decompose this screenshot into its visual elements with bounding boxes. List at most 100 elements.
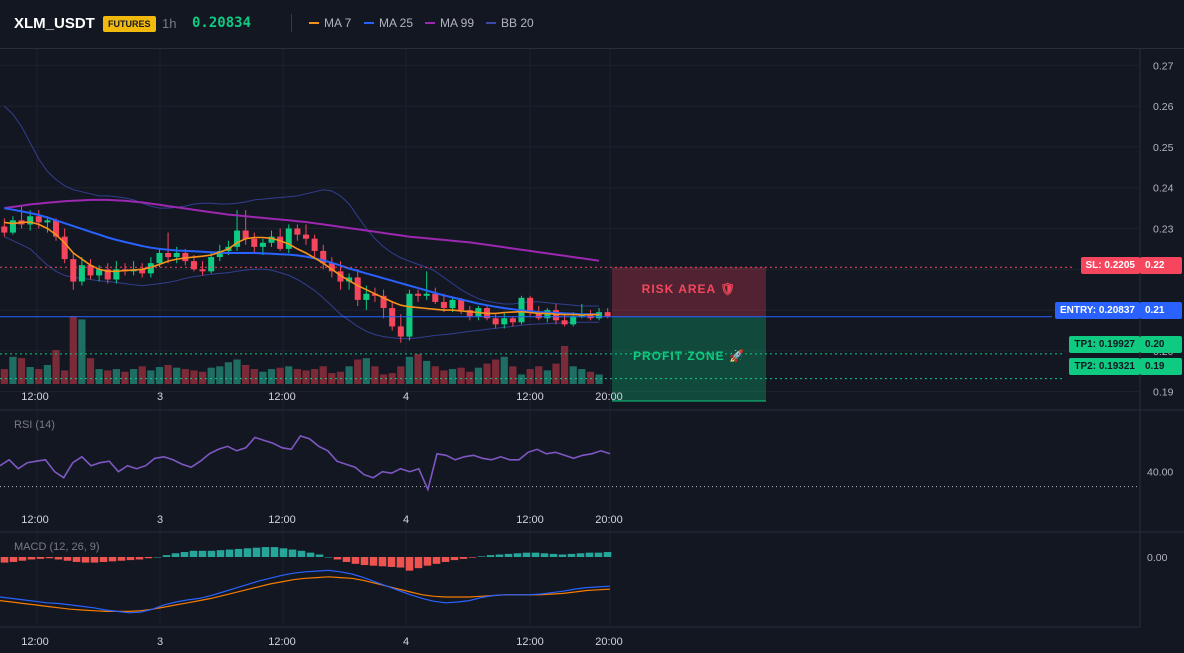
- candle-body: [35, 216, 42, 223]
- macd-histogram-bar: [495, 554, 504, 557]
- volume-bar: [578, 369, 586, 384]
- macd-histogram-bar: [468, 557, 477, 558]
- macd-histogram-bar: [171, 553, 180, 557]
- candle-body: [277, 236, 284, 249]
- macd-histogram-bar: [198, 550, 207, 557]
- macd-histogram-bar: [342, 557, 351, 562]
- volume-bar: [474, 367, 483, 384]
- macd-histogram-bar: [252, 547, 261, 557]
- legend-ma25[interactable]: MA 25: [364, 16, 413, 30]
- volume-bar: [285, 366, 293, 384]
- macd-histogram-bar: [153, 557, 162, 558]
- macd-histogram-bar: [90, 557, 99, 563]
- macd-signal-line: [0, 576, 611, 613]
- risk-area-label: RISK AREA 🛡: [641, 282, 737, 296]
- timeframe-label[interactable]: 1h: [162, 16, 177, 31]
- macd-histogram-bar: [225, 549, 234, 557]
- candle-body: [156, 252, 163, 264]
- legend-ma25-swatch: [364, 22, 374, 24]
- legend-ma99-swatch: [425, 22, 435, 24]
- macd-histogram-bar: [72, 557, 81, 562]
- rsi-line: [0, 434, 611, 493]
- volume-bar: [276, 367, 284, 384]
- candle-body: [423, 293, 430, 296]
- volume-bar: [362, 358, 370, 384]
- bollinger-bands: [3, 105, 600, 340]
- ma7-line: [4, 221, 600, 316]
- tp2-tag: TP2: 0.19321: [1069, 358, 1140, 375]
- price-tick-label: 0.23: [1153, 224, 1174, 236]
- bb-lower-line: [4, 236, 600, 340]
- chart-header: XLM_USDT FUTURES 1h 0.20834 MA 7 MA 25 M…: [0, 0, 1184, 48]
- macd-histogram-bar: [234, 548, 243, 557]
- volume-bar: [138, 366, 146, 384]
- candle-body: [294, 228, 301, 235]
- volume-bar: [155, 367, 164, 384]
- candle-body: [501, 318, 508, 325]
- candle-body: [208, 257, 215, 272]
- macd-histogram-bar: [459, 557, 468, 559]
- tp2-axis-tag: 0.19: [1140, 358, 1182, 375]
- candle-body: [337, 271, 344, 282]
- macd-histogram-bar: [540, 553, 549, 557]
- volume-bar: [526, 369, 534, 384]
- candle-body: [346, 277, 353, 282]
- macd-histogram-bar: [486, 555, 495, 557]
- candle-body: [242, 230, 249, 239]
- macd-histogram-bar: [297, 550, 306, 557]
- candle-body: [234, 230, 241, 247]
- macd-histogram-bar: [477, 556, 486, 557]
- entry-tag: ENTRY: 0.20837: [1054, 302, 1140, 319]
- time-tick-label: 12:00: [21, 636, 49, 648]
- time-tick-label: 12:00: [268, 636, 296, 648]
- tp1-axis-tag: 0.20: [1140, 336, 1182, 353]
- futures-badge: FUTURES: [103, 16, 156, 32]
- candle-body: [380, 295, 387, 309]
- candle-body: [104, 269, 111, 280]
- volume-bar: [181, 369, 189, 384]
- macd-histogram-bar: [378, 557, 387, 567]
- candle-body: [70, 259, 77, 282]
- rsi-title: RSI (14): [14, 419, 55, 431]
- candle-body: [251, 238, 258, 247]
- macd-histogram-bar: [396, 557, 405, 568]
- candle-body: [406, 293, 413, 337]
- volume-bar: [336, 371, 345, 384]
- time-tick-label: 12:00: [516, 391, 544, 403]
- candle-body: [311, 238, 318, 251]
- candle-body: [458, 299, 465, 311]
- macd-histogram-bar: [0, 557, 9, 563]
- candle-body: [354, 277, 361, 300]
- volume-bar: [198, 371, 207, 384]
- candle-body: [216, 250, 223, 258]
- volume-bar: [405, 356, 414, 384]
- legend-ma99[interactable]: MA 99: [425, 16, 474, 30]
- volume-bar: [560, 345, 569, 384]
- volume-bar: [112, 369, 120, 384]
- macd-histogram-bar: [243, 548, 252, 557]
- macd-line: [0, 569, 611, 614]
- volume-bar: [43, 364, 52, 384]
- legend-bb20[interactable]: BB 20: [486, 16, 534, 30]
- volume-bar: [17, 358, 26, 384]
- time-tick-label: 3: [157, 636, 163, 648]
- macd-title: MACD (12, 26, 9): [14, 541, 100, 553]
- legend-ma7[interactable]: MA 7: [309, 16, 351, 30]
- legend-bb20-label: BB 20: [501, 16, 534, 30]
- candle-body: [182, 252, 189, 262]
- volume-bar: [345, 366, 353, 384]
- candle-body: [302, 234, 310, 239]
- price-tick-label: 0.24: [1153, 183, 1174, 195]
- trade-zones: [612, 267, 766, 402]
- macd-histogram-bar: [576, 553, 585, 557]
- candle-body: [113, 269, 120, 280]
- volume-bar: [483, 363, 491, 384]
- macd-histogram-bar: [36, 557, 45, 559]
- macd-histogram-bar: [441, 557, 450, 562]
- symbol-name[interactable]: XLM_USDT: [14, 15, 95, 32]
- macd-histogram-bar: [360, 557, 369, 566]
- volume-bar: [310, 369, 319, 384]
- volume-bar: [397, 366, 405, 384]
- volume-bar: [35, 369, 43, 384]
